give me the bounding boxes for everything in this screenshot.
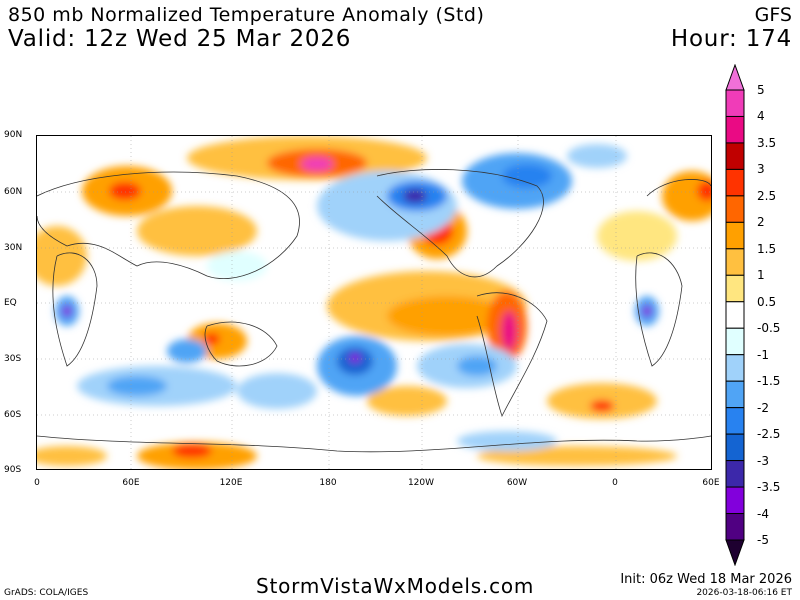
colorbar-box bbox=[725, 248, 745, 276]
colorbar-box bbox=[725, 142, 745, 170]
lat-label: 90S bbox=[4, 465, 22, 475]
colorbar-label: 2 bbox=[757, 215, 765, 230]
colorbar-box bbox=[725, 354, 745, 382]
colorbar-box bbox=[725, 274, 745, 303]
colorbar-label: 3.5 bbox=[757, 135, 777, 150]
colorbar-label: 0.5 bbox=[757, 294, 777, 309]
anomaly-map bbox=[27, 135, 722, 470]
lon-label: 60E bbox=[122, 478, 140, 488]
lat-label: 60N bbox=[4, 187, 23, 197]
colorbar-label: 1 bbox=[757, 268, 765, 283]
anomaly-field bbox=[27, 136, 722, 470]
model-name: GFS bbox=[754, 4, 792, 26]
colorbar-label: -5 bbox=[757, 533, 769, 547]
grads-credit: GrADS: COLA/IGES bbox=[4, 588, 89, 598]
colorbar-label: -3.5 bbox=[757, 480, 781, 495]
colorbar-label: -3 bbox=[757, 453, 769, 468]
colorbar-box bbox=[725, 460, 745, 488]
colorbar-box bbox=[725, 327, 745, 356]
colorbar-label: 4 bbox=[757, 109, 765, 124]
colorbar-box bbox=[725, 380, 745, 409]
colorbar-box bbox=[725, 513, 745, 541]
colorbar-box bbox=[725, 433, 745, 462]
lon-label: 0 bbox=[34, 478, 40, 488]
colorbar bbox=[725, 64, 745, 566]
lat-label: 60S bbox=[4, 410, 22, 420]
colorbar-bottom-arrow bbox=[725, 539, 745, 566]
lon-label: 0 bbox=[612, 478, 618, 488]
colorbar-box bbox=[725, 168, 745, 197]
lat-label: 30N bbox=[4, 243, 23, 253]
colorbar-box bbox=[725, 89, 745, 117]
colorbar-box bbox=[725, 221, 745, 250]
colorbar-label: 1.5 bbox=[757, 241, 777, 256]
valid-time: Valid: 12z Wed 25 Mar 2026 bbox=[8, 26, 352, 52]
colorbar-top-arrow bbox=[725, 64, 745, 91]
lon-label: 60E bbox=[702, 478, 720, 488]
colorbar-label: -0.5 bbox=[757, 321, 781, 336]
colorbar-box bbox=[725, 115, 745, 144]
lat-label: 30S bbox=[4, 354, 22, 364]
generated-timestamp: 2026-03-18-06:16 ET bbox=[696, 588, 792, 598]
colorbar-label: 3 bbox=[757, 162, 765, 177]
lon-label: 180 bbox=[319, 478, 337, 488]
colorbar-box bbox=[725, 301, 745, 329]
colorbar-label: -1 bbox=[757, 347, 769, 362]
init-time: Init: 06z Wed 18 Mar 2026 bbox=[620, 572, 792, 587]
lat-label: EQ bbox=[4, 298, 17, 308]
colorbar-label: -2.5 bbox=[757, 427, 781, 442]
brand-watermark: StormVistaWxModels.com bbox=[256, 574, 535, 598]
colorbar-label: -4 bbox=[757, 506, 769, 521]
lon-label: 120E bbox=[219, 478, 243, 488]
map-title: 850 mb Normalized Temperature Anomaly (S… bbox=[8, 4, 485, 26]
lon-label: 60W bbox=[506, 478, 528, 488]
colorbar-box bbox=[725, 407, 745, 435]
colorbar-label: -2 bbox=[757, 400, 769, 415]
colorbar-label: 2.5 bbox=[757, 188, 777, 203]
lat-label: 90N bbox=[4, 130, 23, 140]
forecast-hour: Hour: 174 bbox=[670, 26, 792, 52]
colorbar-label: 5 bbox=[757, 83, 765, 97]
colorbar-box bbox=[725, 195, 745, 223]
colorbar-label: -1.5 bbox=[757, 374, 781, 389]
lon-label: 120W bbox=[407, 478, 435, 488]
colorbar-box bbox=[725, 486, 745, 515]
